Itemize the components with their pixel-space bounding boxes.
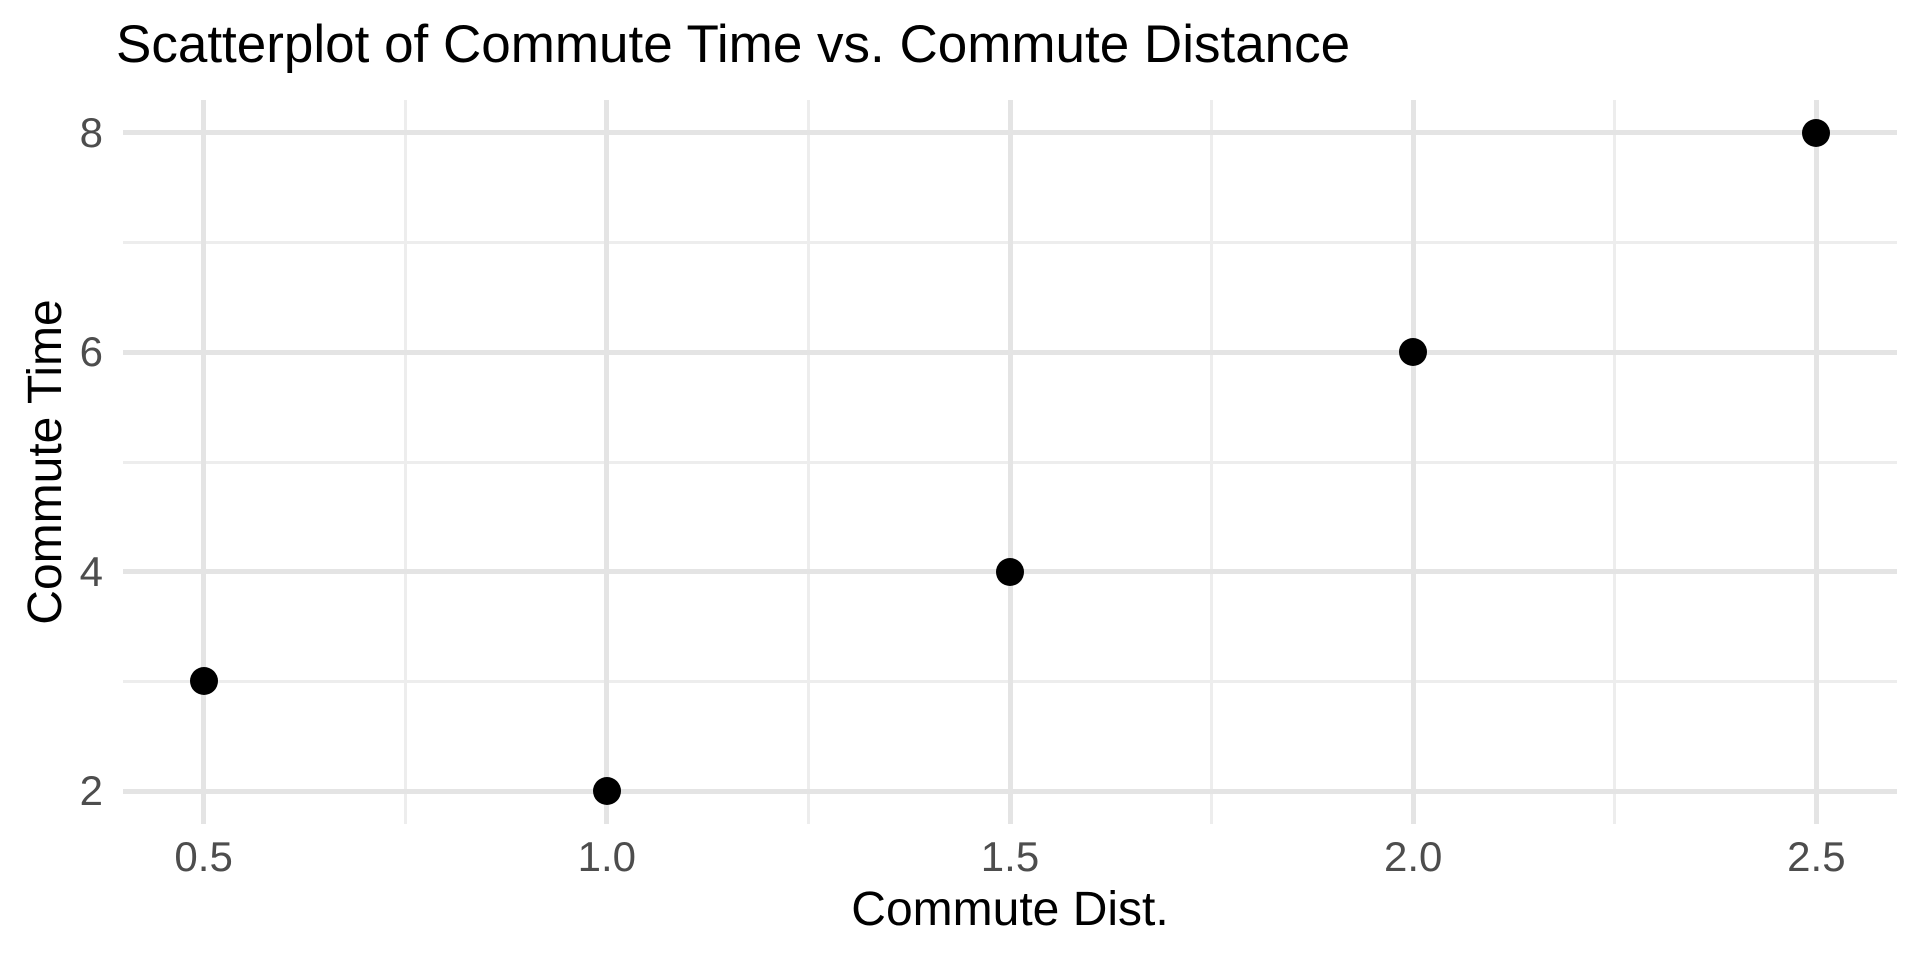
x-gridline-major (1007, 100, 1013, 824)
x-axis-title: Commute Dist. (851, 883, 1169, 936)
chart-title: Scatterplot of Commute Time vs. Commute … (116, 15, 1351, 74)
x-gridline-major (604, 100, 610, 824)
data-point (1802, 118, 1831, 147)
y-tick-label: 4 (79, 547, 103, 595)
y-gridline-major (123, 130, 1897, 136)
data-point (189, 667, 218, 696)
x-tick-label: 2.5 (1787, 833, 1846, 880)
y-gridline-major (123, 788, 1897, 794)
x-gridline-major (1410, 100, 1416, 824)
y-gridline-major (123, 349, 1897, 355)
plot-panel (123, 100, 1897, 824)
y-tick-label: 2 (79, 767, 103, 815)
x-tick-label: 1.5 (980, 833, 1040, 880)
y-tick-label: 6 (79, 328, 103, 376)
x-tick-label: 2.0 (1383, 833, 1443, 880)
x-tick-label: 0.5 (174, 833, 233, 880)
data-point (996, 557, 1024, 586)
data-point (1399, 338, 1428, 367)
x-gridline-major (201, 100, 207, 824)
data-point (592, 777, 621, 806)
y-tick-label: 8 (79, 108, 103, 156)
x-gridline-major (1813, 100, 1819, 824)
x-tick-label: 1.0 (577, 833, 637, 880)
